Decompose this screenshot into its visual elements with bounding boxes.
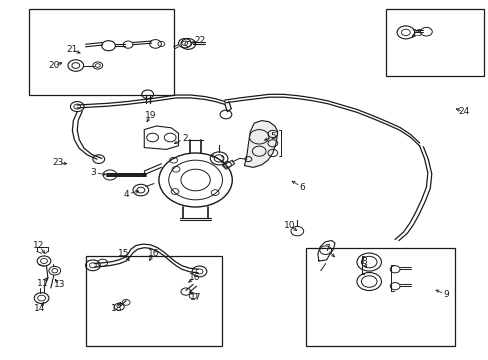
Text: 17: 17 [189,292,201,302]
Text: 15: 15 [117,249,129,258]
Bar [305,248,454,346]
Text: 2: 2 [182,134,187,143]
Text: 10: 10 [283,220,295,230]
Text: 14: 14 [34,305,46,313]
Text: 16: 16 [188,273,200,282]
Text: 5: 5 [269,132,275,141]
Text: 23: 23 [52,158,63,167]
Text: 3: 3 [90,168,96,177]
Text: 13: 13 [54,280,65,289]
Bar [29,9,173,95]
Text: 21: 21 [66,45,78,54]
Text: 24: 24 [457,107,468,116]
Text: 16: 16 [148,249,160,258]
Text: 7: 7 [323,244,329,253]
Text: 11: 11 [37,279,49,288]
Text: 18: 18 [110,304,122,313]
Text: 1: 1 [219,156,225,165]
Bar [85,256,222,346]
Text: 9: 9 [442,290,448,299]
Text: 8: 8 [361,256,366,265]
Bar [386,9,483,76]
Text: 6: 6 [299,183,305,192]
Polygon shape [244,121,277,167]
Text: 4: 4 [123,190,129,199]
Text: 12: 12 [33,241,45,250]
Text: 22: 22 [193,36,205,45]
Text: 19: 19 [144,111,156,120]
Text: 20: 20 [48,61,60,70]
Text: 25: 25 [410,29,422,37]
